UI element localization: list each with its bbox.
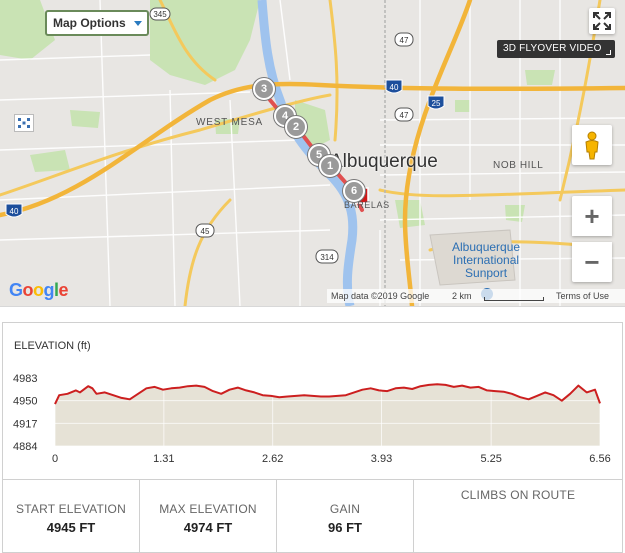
- x-tick-label: 2.62: [262, 453, 283, 465]
- y-tick-label: 4950: [13, 396, 37, 408]
- route-stats: START ELEVATION 4945 FT MAX ELEVATION 49…: [2, 479, 623, 553]
- svg-text:45: 45: [201, 227, 210, 236]
- start-elevation-label: START ELEVATION: [16, 502, 126, 516]
- map-options-label: Map Options: [53, 16, 126, 30]
- interstate-shield-40-east: 40: [385, 79, 403, 94]
- svg-text:47: 47: [400, 111, 409, 120]
- pegman-icon: [585, 131, 599, 160]
- x-tick-label: 6.56: [589, 453, 610, 465]
- interstate-shield-40-west: 40: [5, 203, 23, 218]
- gain-value: 96 FT: [328, 520, 362, 535]
- x-tick-label: 3.93: [371, 453, 392, 465]
- caret-down-icon: [133, 20, 142, 26]
- svg-text:40: 40: [390, 83, 399, 92]
- x-tick-label: 5.25: [480, 453, 501, 465]
- start-elevation-value: 4945 FT: [46, 520, 96, 535]
- route-shield-345: 345: [149, 7, 171, 21]
- fullscreen-icon: [593, 12, 611, 30]
- climbs-on-route-label: CLIMBS ON ROUTE: [460, 488, 576, 502]
- flyover-video-label: 3D FLYOVER VIDEO: [503, 43, 602, 54]
- hub-icon[interactable]: [14, 114, 34, 132]
- map-attribution: Map data ©2019 Google 2 km Terms of Use: [327, 289, 625, 303]
- label-barelas: BARELAS: [344, 200, 390, 210]
- route-marker[interactable]: 1: [319, 155, 341, 177]
- interstate-shield-25: 25: [427, 95, 445, 110]
- svg-text:40: 40: [10, 207, 19, 216]
- zoom-in-button[interactable]: +: [572, 196, 612, 236]
- svg-text:25: 25: [432, 99, 441, 108]
- y-tick-label: 4884: [13, 441, 37, 453]
- label-nob-hill: NOB HILL: [493, 160, 544, 171]
- label-sunport-line-1: Albuquerque: [452, 240, 521, 254]
- route-marker[interactable]: 6: [343, 180, 365, 202]
- route-marker[interactable]: 2: [285, 116, 307, 138]
- google-logo: Google: [9, 280, 69, 300]
- map-scale-label[interactable]: 2 km: [452, 291, 472, 301]
- stat-start-elevation: START ELEVATION 4945 FT: [3, 480, 140, 552]
- svg-text:314: 314: [320, 253, 334, 262]
- zoom-out-button[interactable]: −: [572, 242, 612, 282]
- stat-max-elevation: MAX ELEVATION 4974 FT: [140, 480, 277, 552]
- elevation-chart[interactable]: 4884 4917 4950 4983 0 1.31 2.62 3.93 5.25 6.56: [3, 323, 622, 480]
- fullscreen-button[interactable]: [589, 8, 615, 34]
- route-shield-45: 45: [195, 223, 215, 238]
- route-shield-47-north: 47: [394, 32, 414, 47]
- route-shield-47-south: 47: [394, 107, 414, 122]
- elevation-panel: ELEVATION (ft) 4884 4917 4950 4983 0 1.31 2.62…: [2, 322, 623, 479]
- label-albuquerque: Albuquerque: [330, 151, 438, 172]
- map-options-button[interactable]: Map Options: [45, 10, 149, 36]
- route-map[interactable]: 345 47 40 25 47 40 45 314 WEST MESA Albu…: [0, 0, 625, 307]
- x-tick-label: 1.31: [153, 453, 174, 465]
- label-west-mesa: WEST MESA: [196, 117, 264, 128]
- svg-text:345: 345: [153, 10, 167, 19]
- stat-gain: GAIN 96 FT: [277, 480, 414, 552]
- max-elevation-label: MAX ELEVATION: [159, 502, 257, 516]
- gain-label: GAIN: [329, 502, 361, 516]
- stat-climbs-on-route: CLIMBS ON ROUTE: [414, 480, 622, 552]
- max-elevation-value: 4974 FT: [183, 520, 233, 535]
- elevation-title: ELEVATION (ft): [14, 340, 91, 352]
- label-sunport: Albuquerque International Sunport: [452, 241, 520, 280]
- flyover-video-button[interactable]: 3D FLYOVER VIDEO: [497, 40, 615, 58]
- elevation-area: [55, 384, 600, 446]
- route-shield-314: 314: [315, 249, 339, 264]
- map-data-credit: Map data ©2019 Google: [331, 291, 430, 301]
- elevation-line[interactable]: [54, 383, 601, 405]
- street-view-pegman-button[interactable]: [572, 125, 612, 165]
- label-sunport-line-2: International: [453, 253, 520, 267]
- resize-corner-icon: [606, 50, 611, 55]
- route-marker[interactable]: 3: [253, 78, 275, 100]
- svg-text:47: 47: [400, 36, 409, 45]
- map-canvas[interactable]: 345 47 40 25 47 40 45 314: [0, 0, 625, 306]
- label-sunport-line-3: Sunport: [465, 266, 508, 280]
- x-tick-label: 0: [52, 453, 58, 465]
- y-tick-label: 4917: [13, 418, 37, 430]
- map-scale-bar: [484, 297, 544, 301]
- y-tick-label: 4983: [13, 373, 37, 385]
- terms-of-use-link[interactable]: Terms of Use: [556, 291, 610, 301]
